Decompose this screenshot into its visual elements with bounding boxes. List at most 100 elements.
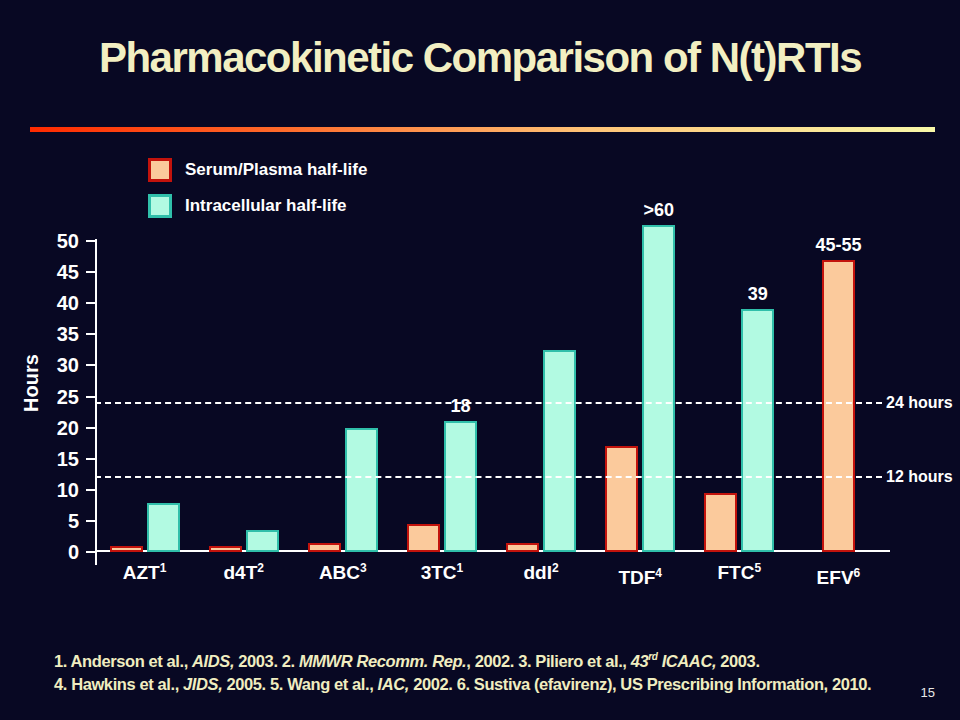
- footnote-segment: 2003.: [716, 652, 759, 670]
- page-number: 15: [921, 685, 935, 700]
- bar-intracellular: 18: [444, 421, 477, 552]
- footnote-segment: 2002. 6. Sustiva (efavirenz), US Prescri…: [409, 675, 871, 693]
- bar-value-label: 45-55: [815, 235, 861, 256]
- bar-intracellular: [345, 428, 378, 552]
- footnote-segment: JIDS,: [183, 675, 222, 693]
- x-axis-label: FTC5: [690, 561, 789, 584]
- y-axis-tick-label: 5: [35, 510, 79, 532]
- x-axis-label-superscript: 1: [457, 561, 464, 575]
- bar-serum: [209, 546, 242, 552]
- x-axis-label-superscript: 1: [160, 561, 167, 575]
- footnote-segment: IAC,: [378, 675, 409, 693]
- x-axis-label-text: FTC: [718, 562, 755, 583]
- y-axis-tick-label: 20: [35, 417, 79, 439]
- footnote-segment: AIDS,: [192, 652, 234, 670]
- bar-group: [293, 241, 392, 552]
- y-axis-tick: [86, 427, 95, 429]
- footnote-segment: 4. Hawkins et al.,: [54, 675, 183, 693]
- x-axis-label: EFV6: [789, 566, 888, 589]
- y-axis-tick-label: 25: [35, 386, 79, 408]
- x-axis-label-superscript: 3: [360, 561, 367, 575]
- y-axis-tick-label: 45: [35, 261, 79, 283]
- x-axis-label: d4T2: [194, 561, 293, 584]
- y-axis-tick-label: 30: [35, 354, 79, 376]
- y-axis-tick-label: 40: [35, 292, 79, 314]
- bar-group: 45-55: [789, 241, 888, 552]
- legend-label-intracellular: Intracellular half-life: [185, 196, 347, 216]
- y-axis-tick-label: 50: [35, 230, 79, 252]
- bar-group: [95, 241, 194, 552]
- x-axis-label-text: TDF: [618, 567, 655, 588]
- y-axis-tick: [86, 240, 95, 242]
- footnote-segment: , 2002. 3. Piliero et al.,: [466, 652, 630, 670]
- bar-intracellular: [147, 503, 180, 552]
- bar-group: 39: [690, 241, 789, 552]
- y-axis-tick: [86, 396, 95, 398]
- reference-line-label: 12 hours: [886, 467, 953, 487]
- y-axis-tick: [86, 302, 95, 304]
- legend-item-serum: Serum/Plasma half-life: [148, 158, 367, 182]
- bar-serum: [605, 446, 638, 552]
- x-axis-label: ddI2: [492, 561, 591, 584]
- x-axis-label-superscript: 5: [754, 561, 761, 575]
- x-axis-label: ABC3: [293, 561, 392, 584]
- bar-intracellular: 39: [741, 309, 774, 552]
- bar-serum: [308, 543, 341, 552]
- footnote-segment: 1. Anderson et al.,: [54, 652, 192, 670]
- footnotes: 1. Anderson et al., AIDS, 2003. 2. MMWR …: [54, 645, 944, 696]
- chart-legend: Serum/Plasma half-life Intracellular hal…: [148, 158, 367, 230]
- y-axis-tick: [86, 458, 95, 460]
- y-axis-tick: [86, 520, 95, 522]
- footnote-line-1: 1. Anderson et al., AIDS, 2003. 2. MMWR …: [54, 645, 944, 673]
- x-axis-label-superscript: 6: [854, 566, 861, 580]
- bar-value-label: >60: [643, 200, 674, 221]
- x-axis-label: AZT1: [95, 561, 194, 584]
- bar-group: 18: [392, 241, 491, 552]
- x-axis-label-text: ABC: [319, 562, 360, 583]
- footnote-segment: 43: [631, 652, 649, 670]
- footnote-segment: 2003. 2.: [234, 652, 299, 670]
- reference-line: [95, 402, 882, 404]
- footnote-segment: ICAAC,: [657, 652, 716, 670]
- y-axis-tick: [86, 551, 95, 553]
- serum-swatch-icon: [148, 158, 172, 182]
- intracellular-swatch-icon: [148, 194, 172, 218]
- footnote-segment: 2005. 5. Wang et al.,: [222, 675, 377, 693]
- y-axis-tick: [86, 333, 95, 335]
- bar-serum: [506, 543, 539, 552]
- plot-area: 0510152025303540455018>603945-5524 hours…: [95, 241, 888, 552]
- reference-line-label: 24 hours: [886, 393, 953, 413]
- y-axis-tick-label: 15: [35, 448, 79, 470]
- bar-group: >60: [591, 241, 690, 552]
- reference-line: [95, 476, 882, 478]
- bar-intracellular: [246, 530, 279, 552]
- x-axis-label-superscript: 4: [655, 566, 662, 580]
- y-axis-tick: [86, 364, 95, 366]
- slide-title: Pharmacokinetic Comparison of N(t)RTIs: [0, 34, 960, 82]
- y-axis-tick-label: 35: [35, 323, 79, 345]
- slide: Pharmacokinetic Comparison of N(t)RTIs S…: [0, 0, 960, 720]
- x-axis-label: 3TC1: [392, 561, 491, 584]
- bar-serum: [704, 493, 737, 552]
- legend-item-intracellular: Intracellular half-life: [148, 194, 367, 218]
- footnote-segment: MMWR Recomm. Rep.: [299, 652, 466, 670]
- x-axis-label-text: d4T: [223, 562, 257, 583]
- y-axis-tick: [86, 489, 95, 491]
- bar-intracellular: >60: [642, 225, 675, 552]
- title-divider-rule: [30, 127, 935, 132]
- x-axis-label-text: 3TC: [421, 562, 457, 583]
- bar-value-label: 39: [748, 284, 768, 305]
- x-axis-label-superscript: 2: [257, 561, 264, 575]
- bar-intracellular: [543, 350, 576, 552]
- bar-serum: 45-55: [822, 260, 855, 552]
- y-axis-tick-label: 0: [35, 541, 79, 563]
- x-axis-labels: AZT1d4T2ABC33TC1ddI2TDF4FTC5EFV6: [95, 561, 888, 595]
- bar-group: [492, 241, 591, 552]
- x-axis-label: TDF4: [591, 566, 690, 589]
- x-axis-label-text: EFV: [817, 567, 854, 588]
- x-axis-label-text: AZT: [123, 562, 160, 583]
- bar-serum: [110, 546, 143, 552]
- y-axis-tick-label: 10: [35, 479, 79, 501]
- legend-label-serum: Serum/Plasma half-life: [185, 160, 367, 180]
- bar-value-label: 18: [450, 396, 470, 417]
